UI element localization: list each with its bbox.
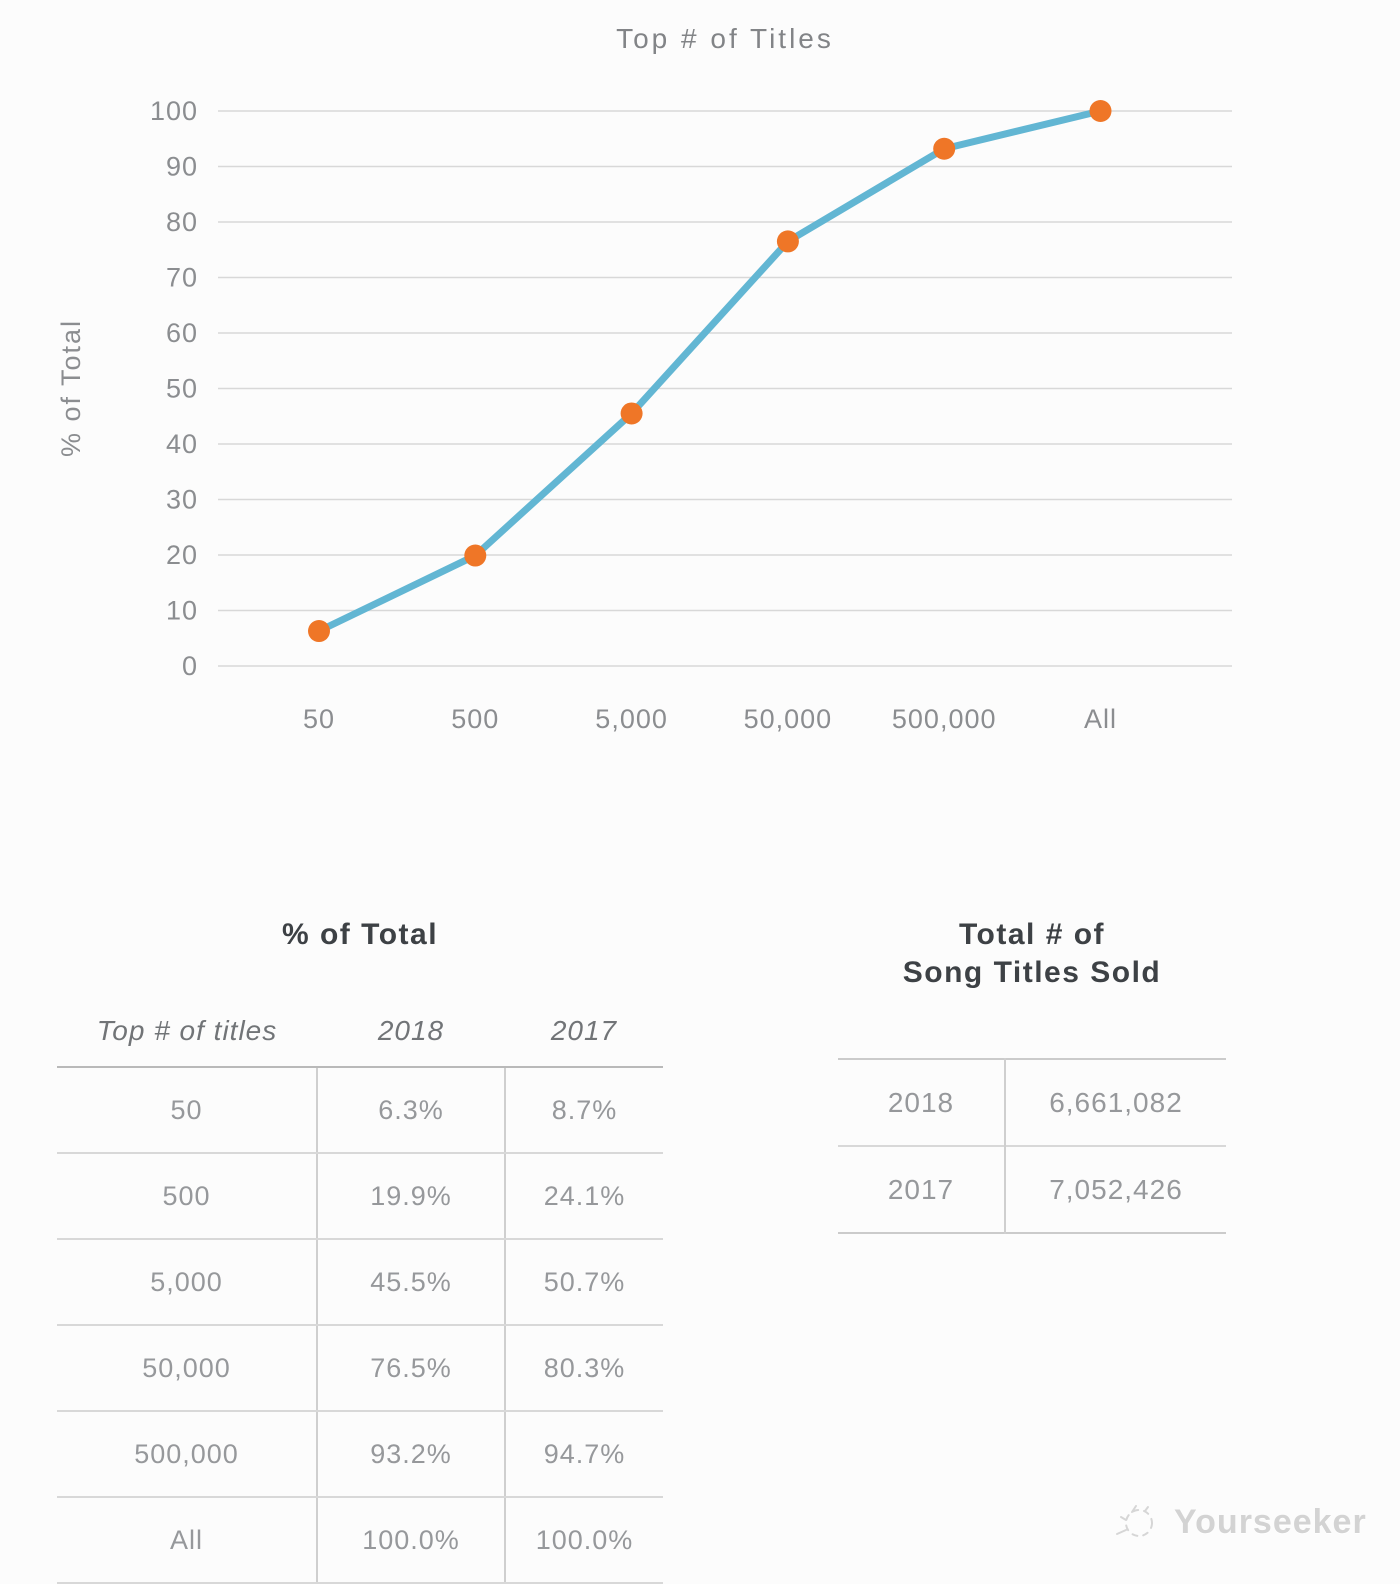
titles-sold-value: 7,052,426 <box>1004 1145 1226 1233</box>
percent-of-total-table: Top # of titles 2018 2017 50 6.3% 8.7% 5… <box>57 996 663 1584</box>
table-row: 500,000 93.2% 94.7% <box>57 1411 663 1498</box>
x-tick-label: 50,000 <box>744 704 833 734</box>
y-tick-label: 10 <box>166 596 198 626</box>
year-label: 2018 <box>887 1086 955 1118</box>
value-2018: 100.0% <box>316 1497 505 1584</box>
y-tick-label: 90 <box>166 152 198 182</box>
value-2018: 76.5% <box>316 1325 505 1412</box>
top-titles-line-chart: Top # of Titles % of Total 0 10 20 30 40 50 60… <box>56 23 1232 734</box>
data-point <box>308 620 330 643</box>
watermark: Yourseeker <box>1112 1494 1367 1550</box>
table-row: 2017 7,052,426 <box>838 1145 1226 1233</box>
y-tick-label: 70 <box>166 263 198 293</box>
table-row: All 100.0% 100.0% <box>57 1497 663 1584</box>
row-label: All <box>57 1497 317 1584</box>
row-label: 500,000 <box>57 1411 317 1498</box>
watermark-label: Yourseeker <box>1174 1502 1367 1541</box>
titles-sold-title: Total # of Song Titles Sold <box>838 916 1226 992</box>
table-row: 500 19.9% 24.1% <box>57 1153 663 1240</box>
x-tick-label: All <box>1084 704 1117 734</box>
y-tick-label: 100 <box>150 96 198 126</box>
data-point <box>620 402 643 425</box>
value-2018: 45.5% <box>316 1239 505 1326</box>
chart-title: Top # of Titles <box>616 23 834 54</box>
value-2018: 93.2% <box>316 1411 505 1498</box>
x-tick-label: 5,000 <box>595 704 668 734</box>
row-label: 5,000 <box>57 1239 317 1326</box>
titles-sold-value: 6,661,082 <box>1004 1059 1226 1146</box>
y-tick-label: 20 <box>166 540 198 570</box>
value-2017: 50.7% <box>504 1239 663 1326</box>
value-2017: 8.7% <box>504 1067 663 1154</box>
percent-of-total-table-section: % of Total Top # of titles 2018 2017 50 … <box>57 916 663 1584</box>
x-tick-label: 500,000 <box>892 704 997 734</box>
row-label: 50,000 <box>57 1325 317 1412</box>
titles-sold-table: 2018 6,661,082 2017 7,052,426 <box>838 1058 1226 1234</box>
y-tick-labels: 0 10 20 30 40 50 60 70 80 90 100 <box>150 96 198 681</box>
y-tick-label: 60 <box>166 318 198 348</box>
gridlines <box>218 110 1232 667</box>
value-2017: 80.3% <box>504 1325 663 1412</box>
y-tick-label: 0 <box>182 651 198 681</box>
value-2018: 19.9% <box>316 1153 505 1240</box>
y-tick-label: 80 <box>166 207 198 237</box>
titles-sold-title-line2: Song Titles Sold <box>902 956 1162 989</box>
x-tick-label: 500 <box>451 704 499 734</box>
value-2017: 100.0% <box>504 1497 663 1584</box>
col-header-2017: 2017 <box>505 996 663 1068</box>
series-line <box>315 107 1104 635</box>
row-label: 50 <box>57 1067 317 1154</box>
data-point <box>1089 100 1112 122</box>
data-point <box>933 137 956 160</box>
y-tick-label: 40 <box>166 429 198 459</box>
table-row: 50,000 76.5% 80.3% <box>57 1325 663 1412</box>
table-row: 2018 6,661,082 <box>838 1059 1226 1146</box>
data-point <box>464 544 487 567</box>
percent-table-title: % of Total <box>281 918 439 951</box>
x-tick-labels: 50 500 5,000 50,000 500,000 All <box>303 704 1117 734</box>
series-2018 <box>308 100 1112 643</box>
table-row: 50 6.3% 8.7% <box>57 1067 663 1154</box>
titles-sold-table-section: Total # of Song Titles Sold 2018 6,661,0… <box>838 916 1226 1234</box>
table-header-row: Top # of titles 2018 2017 <box>57 996 663 1068</box>
value-2017: 24.1% <box>504 1153 663 1240</box>
y-axis-title: % of Total <box>56 319 86 457</box>
row-label: 500 <box>57 1153 317 1240</box>
table-row: 5,000 45.5% 50.7% <box>57 1239 663 1326</box>
col-header-2018: 2018 <box>317 996 505 1068</box>
col-header-top-titles: Top # of titles <box>57 996 317 1068</box>
data-point <box>776 230 799 253</box>
line-chart-section: Top # of Titles % of Total 0 10 20 30 40 50 60… <box>0 0 1400 775</box>
x-tick-label: 50 <box>303 704 335 734</box>
year-label: 2017 <box>838 1145 1005 1233</box>
yourseeker-logo-icon <box>1116 1505 1153 1537</box>
value-2017: 94.7% <box>504 1411 663 1498</box>
titles-sold-title-line1: Total # of <box>958 918 1106 951</box>
y-tick-label: 30 <box>166 485 198 515</box>
value-2018: 6.3% <box>316 1067 505 1154</box>
y-tick-label: 50 <box>166 374 198 404</box>
